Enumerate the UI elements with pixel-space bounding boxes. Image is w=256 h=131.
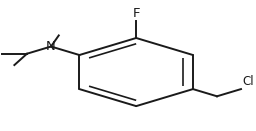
Text: Cl: Cl <box>242 75 254 88</box>
Text: F: F <box>132 7 140 20</box>
Text: N: N <box>46 40 56 53</box>
